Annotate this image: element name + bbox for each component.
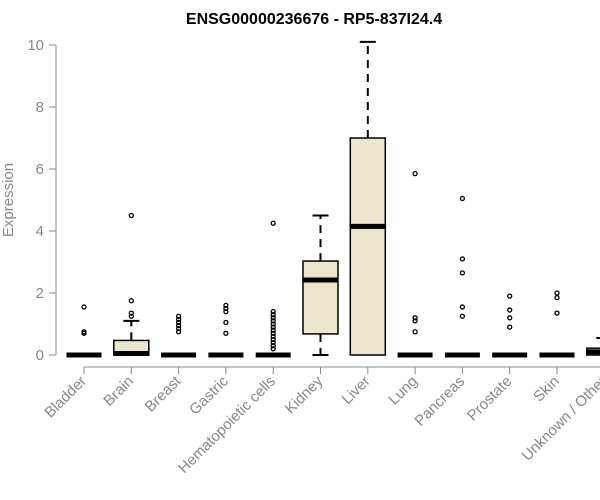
outlier-point: [270, 312, 276, 318]
x-tick-label: Breast: [142, 372, 185, 415]
outlier-point: [175, 325, 182, 332]
box-group: [66, 40, 600, 358]
x-tick-label: Kidney: [282, 372, 327, 417]
outlier-point: [270, 333, 276, 340]
box-kidney: [302, 214, 339, 356]
outlier-point: [81, 329, 87, 335]
outlier-point: [412, 318, 418, 324]
outlier-point: [270, 339, 276, 346]
outlier-point: [270, 324, 276, 330]
y-tick-label: 2: [36, 285, 44, 302]
outlier-point: [270, 330, 276, 336]
chart-title: ENSG00000236676 - RP5-837I24.4: [186, 11, 442, 28]
outlier-point: [507, 315, 513, 321]
outlier-point: [459, 313, 466, 319]
outlier-point: [459, 195, 466, 202]
x-tick-label: Lung: [385, 373, 421, 409]
box-breast: [161, 313, 197, 358]
x-tick-label: Pancreas: [411, 373, 468, 430]
outlier-point: [270, 308, 276, 315]
y-tick-label: 6: [36, 161, 44, 178]
outlier-point: [128, 313, 134, 319]
outlier-point: [175, 313, 182, 319]
outlier-point: [270, 336, 276, 343]
outlier-point: [412, 170, 418, 177]
x-tick-label: Skin: [530, 373, 563, 406]
y-tick-label: 8: [36, 99, 44, 116]
outlier-point: [175, 319, 182, 326]
box-brain: [113, 212, 150, 356]
x-tick-label: Liver: [339, 373, 374, 408]
outlier-point: [270, 327, 276, 333]
y-tick-label: 10: [27, 37, 44, 54]
box-prostate: [492, 293, 528, 358]
outlier-point: [554, 290, 560, 296]
box-skin: [539, 290, 575, 358]
box-iqr: [349, 137, 387, 356]
outlier-point: [270, 318, 276, 324]
box-iqr: [302, 260, 339, 335]
outlier-point: [128, 212, 134, 219]
y-tick-label: 4: [36, 223, 44, 240]
x-tick-label: Bladder: [41, 373, 90, 422]
outlier-point: [270, 346, 276, 352]
outlier-point: [507, 293, 513, 299]
outlier-point: [459, 256, 466, 262]
outlier-point: [81, 304, 87, 310]
box-bladder: [66, 304, 102, 358]
box-unknown-other: [586, 336, 600, 356]
outlier-point: [270, 321, 276, 327]
x-tick-label: Brain: [100, 373, 137, 410]
outlier-point: [175, 322, 182, 329]
x-tick-label: Gastric: [186, 372, 232, 418]
y-axis: 0 2 4 6 8 10: [27, 37, 57, 364]
outlier-point: [412, 315, 418, 321]
box-lung: [397, 170, 433, 358]
box-gastric: [208, 302, 244, 358]
outlier-point: [223, 305, 229, 312]
y-axis-label: Expression: [0, 163, 17, 237]
box-liver: [349, 40, 387, 356]
x-tick-label: Prostate: [464, 373, 516, 425]
box-pancreas: [444, 195, 480, 358]
outlier-point: [270, 220, 276, 226]
outlier-point: [412, 329, 418, 335]
outlier-point: [507, 324, 513, 330]
outlier-point: [554, 294, 560, 301]
outlier-point: [175, 329, 182, 335]
outlier-point: [459, 304, 466, 310]
outlier-point: [459, 270, 466, 276]
outlier-point: [223, 319, 229, 326]
outlier-point: [270, 343, 276, 349]
outlier-point: [507, 307, 513, 313]
outlier-point: [223, 302, 229, 309]
outlier-point: [223, 330, 229, 336]
y-tick-label: 0: [36, 347, 44, 364]
outlier-point: [128, 310, 134, 316]
outlier-point: [270, 315, 276, 321]
outlier-point: [128, 298, 134, 304]
outlier-point: [554, 310, 560, 316]
outlier-point: [223, 308, 229, 315]
outlier-point: [175, 316, 182, 323]
box-hematopoietic-cells: [255, 220, 291, 358]
